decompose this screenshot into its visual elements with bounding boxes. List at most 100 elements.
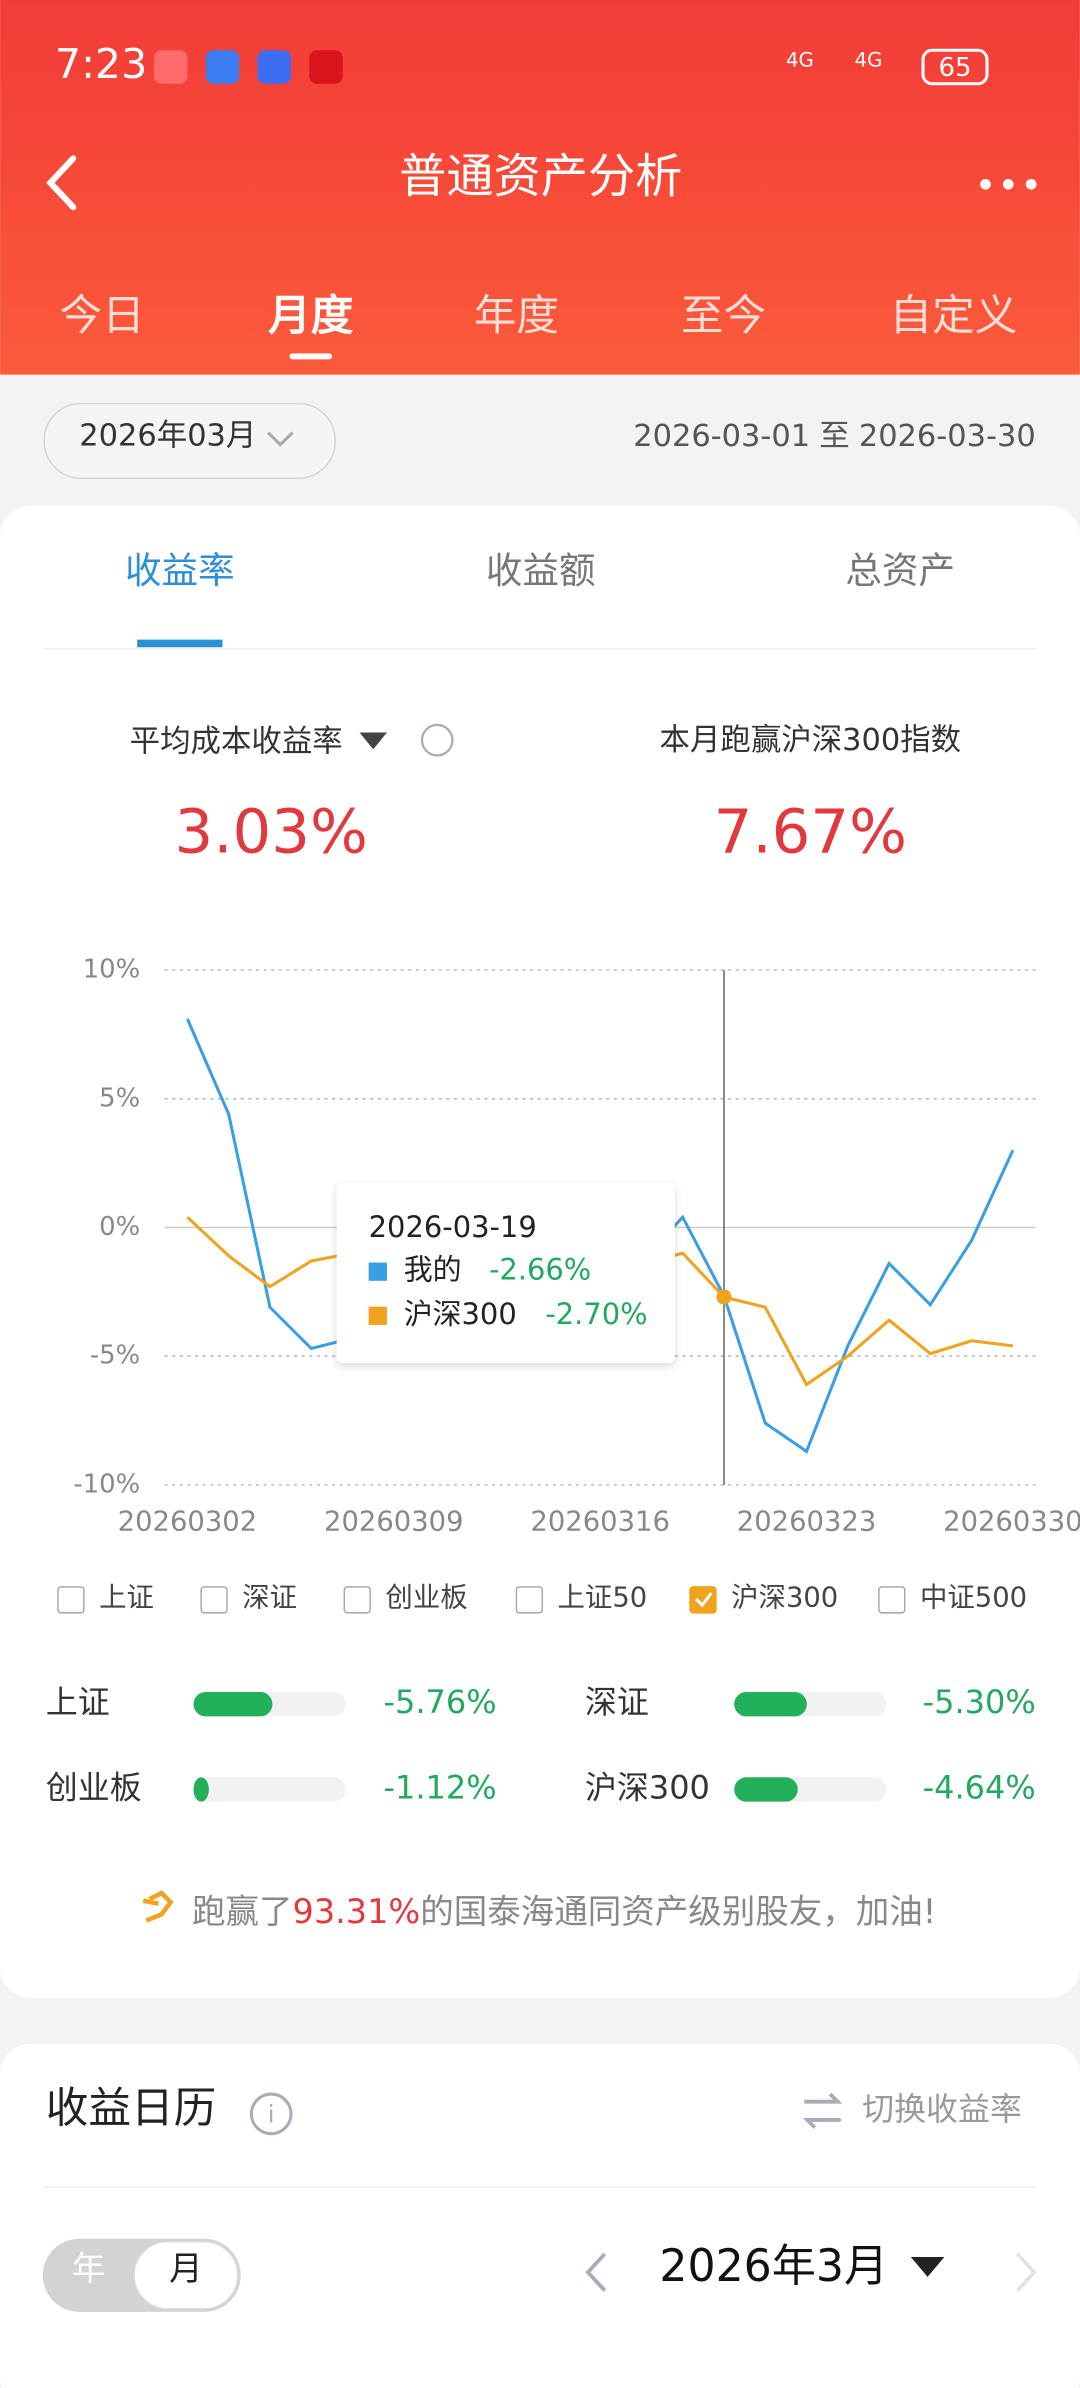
return-value: -5.30% (923, 1683, 1036, 1721)
y-tick-label: 10% (83, 955, 141, 985)
next-month[interactable] (1016, 2252, 1037, 2292)
y-tick-label: -10% (73, 1469, 140, 1499)
battery-level: 65 (939, 53, 972, 83)
x-tick-label: 20260316 (530, 1506, 670, 1537)
tooltip (336, 1183, 675, 1364)
metric-tab[interactable]: 总资产 (845, 549, 955, 592)
legend-name: 我的 (404, 1253, 462, 1287)
checkbox[interactable] (689, 1586, 717, 1614)
x-tick-label: 20260323 (737, 1506, 877, 1537)
index-name: 沪深300 (585, 1768, 710, 1806)
dropdown-chevron (267, 431, 294, 447)
network-type: 4G (854, 48, 882, 71)
network-type: 4G (786, 48, 814, 71)
index-option: 上证 (99, 1583, 154, 1614)
more-button[interactable] (980, 178, 1037, 190)
date-range-part: 2026-03-30 (859, 419, 1036, 454)
return-bar (193, 1777, 209, 1802)
page-title: 普通资产分析 (399, 150, 682, 205)
tooltip-date: 2026-03-19 (369, 1210, 537, 1244)
switch-icon[interactable] (802, 2092, 843, 2129)
index-option: 深证 (242, 1583, 297, 1614)
index-option: 上证50 (558, 1583, 648, 1614)
switch-button: 切换收益率 (862, 2090, 1022, 2128)
toggle-thumb (133, 2241, 239, 2310)
info-icon[interactable] (249, 2092, 293, 2136)
checkmark (695, 1592, 713, 1608)
sort-caret (359, 732, 387, 750)
summary-label: 平均成本收益率 (130, 725, 343, 760)
index-option: 沪深300 (731, 1583, 838, 1614)
index-option: 中证500 (920, 1583, 1027, 1614)
y-tick-label: -5% (90, 1341, 140, 1371)
info-glyph: i (268, 2099, 275, 2128)
status-time: 7:23 (55, 40, 147, 88)
index-option: 创业板 (385, 1583, 467, 1614)
return-bar (734, 1692, 807, 1717)
beat-text: 跑赢了93.31%的国泰海通同资产级别股友，加油! (192, 1891, 936, 1930)
legend-swatch (368, 1262, 387, 1281)
tooltip-value: -2.66% (489, 1253, 591, 1287)
tab-indicator (289, 353, 333, 360)
return-value: -4.64% (923, 1768, 1036, 1806)
x-tick-label: 20260330 (943, 1506, 1080, 1537)
calendar-month: 2026年3月 (659, 2241, 888, 2292)
beat-part: 的国泰海通同资产级别股友，加油! (420, 1891, 936, 1930)
index-name: 创业板 (46, 1768, 142, 1806)
return-bar (734, 1777, 798, 1802)
toggle-option: 年 (72, 2249, 105, 2288)
date-range: 2026-03-01 至 2026-03-30 (633, 419, 1035, 454)
index-name: 深证 (585, 1683, 649, 1721)
month-dropdown[interactable] (910, 2257, 945, 2277)
toggle-option: 月 (169, 2249, 203, 2288)
month-value: 2026年03月 (79, 419, 256, 454)
battery-outline (921, 48, 989, 86)
bar-track (193, 1777, 346, 1802)
info-icon[interactable] (420, 723, 454, 757)
app-icon (153, 50, 188, 84)
legend-name: 沪深300 (404, 1297, 517, 1331)
x-tick-label: 20260309 (324, 1506, 463, 1537)
checkbox[interactable] (515, 1586, 544, 1614)
index-name: 上证 (46, 1683, 110, 1721)
tooltip-value: -2.70% (545, 1297, 647, 1331)
beat-part: 跑赢了 (192, 1891, 293, 1930)
return-value: -5.76% (384, 1683, 497, 1721)
period-tab[interactable]: 年度 (474, 291, 559, 341)
checkbox[interactable] (57, 1586, 85, 1614)
summary-value: 7.67% (714, 797, 908, 868)
legend-swatch (368, 1306, 387, 1325)
calendar-title: 收益日历 (46, 2083, 217, 2133)
metric-tab[interactable]: 收益率 (125, 549, 235, 592)
x-tick-label: 20260302 (118, 1506, 258, 1537)
period-tab[interactable]: 至今 (681, 291, 766, 341)
app-icon (205, 50, 240, 84)
y-tick-label: 5% (99, 1083, 140, 1113)
hover-point (716, 1289, 732, 1305)
app-icon (257, 50, 291, 84)
checkbox[interactable] (878, 1586, 906, 1614)
checkbox[interactable] (200, 1586, 228, 1614)
period-tab[interactable]: 今日 (60, 291, 145, 341)
beat-part: 93.31% (293, 1891, 421, 1930)
metric-indicator (137, 639, 223, 648)
y-tick-label: 0% (99, 1212, 140, 1242)
prev-month[interactable] (585, 2252, 607, 2292)
date-range-part: 2026-03-01 (633, 419, 810, 454)
summary-label: 本月跑赢沪深300指数 (660, 723, 962, 758)
date-range-part: 至 (819, 419, 849, 454)
back-button[interactable] (46, 155, 77, 211)
calendar-card (0, 2043, 1080, 2388)
metric-tab[interactable]: 收益额 (486, 549, 596, 592)
period-tab[interactable]: 自定义 (890, 291, 1018, 341)
checkbox[interactable] (343, 1586, 371, 1614)
summary-value: 3.03% (174, 797, 367, 868)
app-icon (309, 50, 343, 84)
runner-icon (142, 1890, 174, 1923)
period-tab[interactable]: 月度 (268, 291, 354, 341)
return-bar (193, 1692, 273, 1717)
month-picker[interactable] (43, 402, 336, 479)
return-value: -1.12% (384, 1768, 497, 1806)
